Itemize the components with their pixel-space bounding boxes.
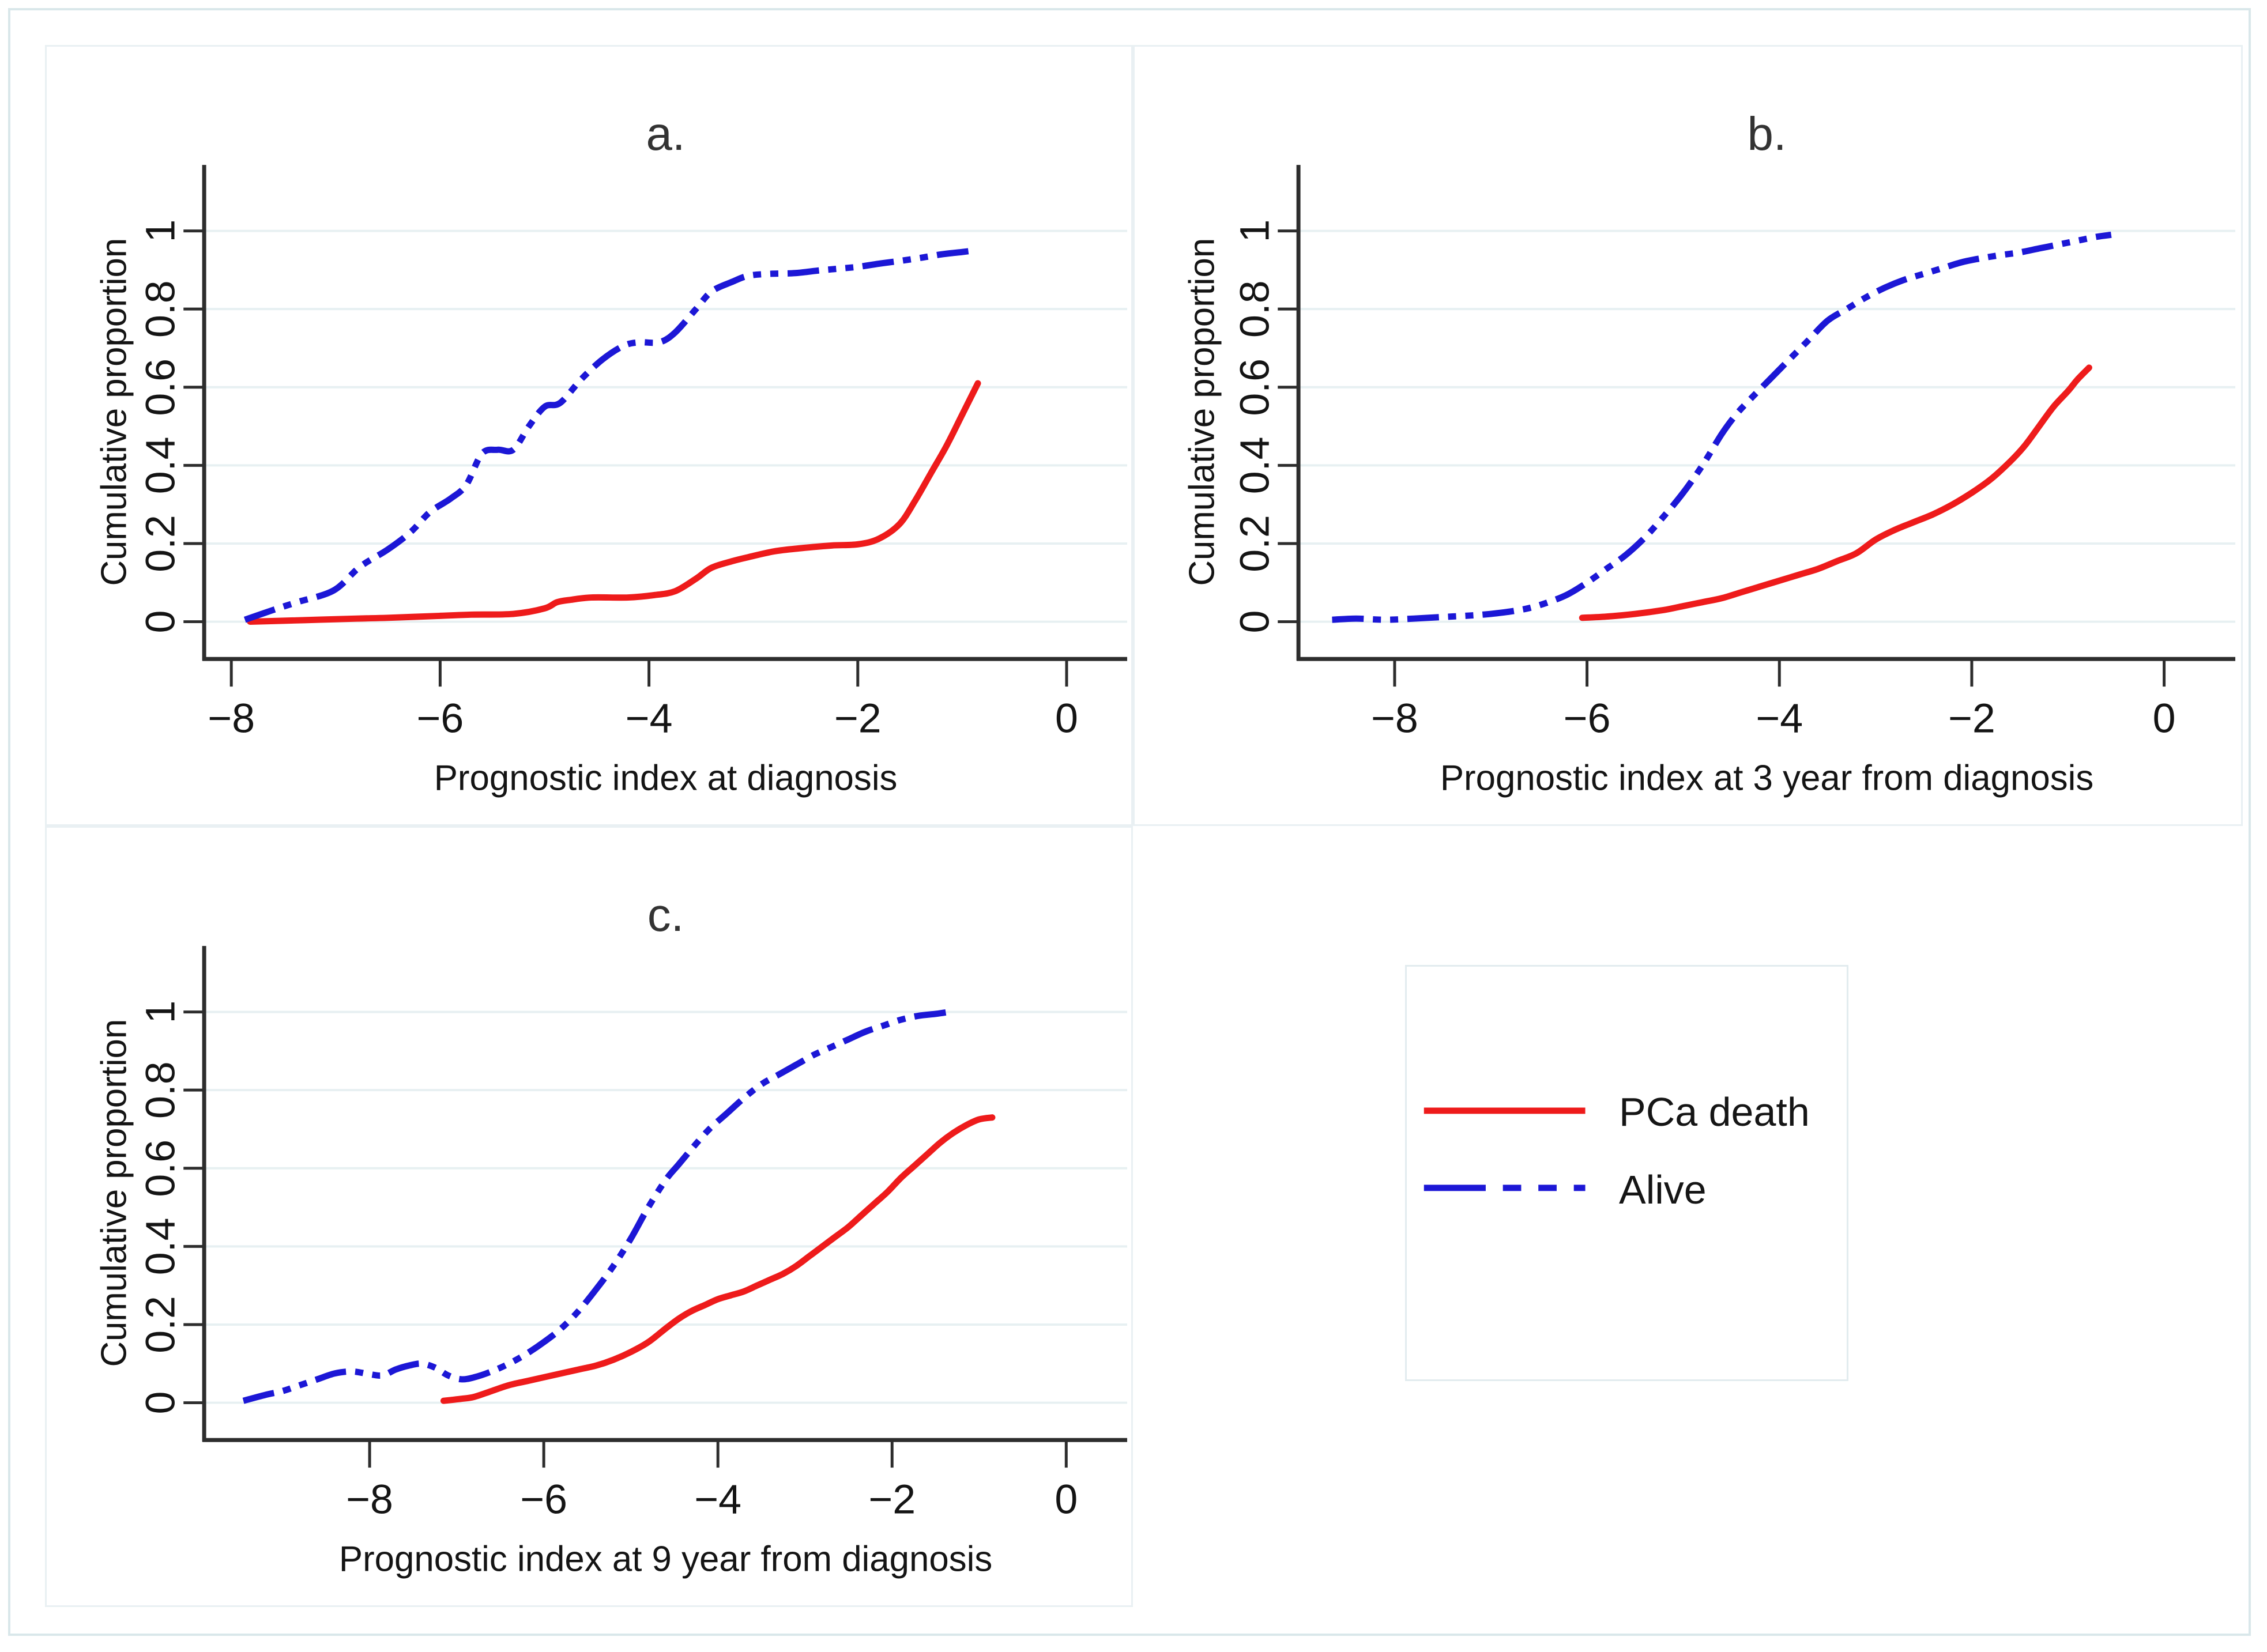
y-tick-label: 0.2 (137, 515, 183, 572)
x-tick-label: 0 (1055, 1477, 1078, 1523)
x-axis-title: Prognostic index at diagnosis (434, 758, 898, 798)
x-tick-label: −8 (346, 1477, 393, 1523)
y-tick-label: 1 (137, 1001, 183, 1024)
panel-b: −8 −6 −4 −2 0 0 0.2 0.4 0.6 0.8 1 Cumulative propor… (1133, 45, 2243, 826)
x-axis-title: Prognostic index at 3 year from diagnosi… (1440, 758, 2093, 798)
y-axis-title: Cumulative proportion (95, 1019, 134, 1367)
y-tick-label: 0.2 (1232, 515, 1278, 572)
panel-c: −8 −6 −4 −2 0 0 0.2 0.4 0.6 0.8 1 Cumulative propor… (45, 826, 1133, 1607)
panel-b-plot: −8 −6 −4 −2 0 0 0.2 0.4 0.6 0.8 1 Cumulative propor… (1183, 108, 2236, 798)
x-tick-label: −6 (520, 1477, 567, 1523)
panel-title: c. (647, 889, 684, 941)
y-tick-label: 0 (137, 610, 183, 633)
y-tick-label: 0.4 (137, 437, 183, 495)
x-tick-label: −6 (1564, 696, 1611, 742)
legend-label-alive: Alive (1619, 1167, 1707, 1212)
legend: PCa death Alive (1405, 965, 1848, 1381)
y-tick-label: 0.6 (137, 359, 183, 416)
y-tick-label: 0.2 (137, 1296, 183, 1353)
x-tick-label: −2 (834, 696, 882, 742)
x-tick-label: 0 (1055, 696, 1078, 742)
y-axis-title: Cumulative proportion (1183, 238, 1222, 586)
x-axis-title: Prognostic index at 9 year from diagnosi… (339, 1539, 992, 1579)
x-tick-label: 0 (2153, 696, 2176, 742)
y-tick-label: 0.4 (137, 1218, 183, 1276)
x-tick-label: −4 (1756, 696, 1803, 742)
y-tick-label: 0.8 (137, 1061, 183, 1119)
x-tick-label: −2 (868, 1477, 916, 1523)
legend-label-pca-death: PCa death (1619, 1089, 1810, 1134)
y-tick-label: 0.6 (1232, 359, 1278, 416)
y-tick-label: 0.4 (1232, 437, 1278, 495)
x-tick-label: −4 (694, 1477, 741, 1523)
y-tick-label: 0.8 (1232, 280, 1278, 338)
x-tick-label: −4 (626, 696, 673, 742)
y-tick-label: 0 (137, 1391, 183, 1415)
alive-curve (242, 1009, 950, 1404)
x-tick-label: −2 (1948, 696, 1995, 742)
y-axis-title: Cumulative proportion (95, 238, 134, 586)
alive-curve (1332, 231, 2112, 623)
y-tick-label: 0.8 (137, 280, 183, 338)
legend-line-samples (1424, 1107, 1586, 1191)
y-tick-label: 0.6 (137, 1140, 183, 1197)
pca-death-curve (1579, 364, 2092, 621)
alive-curve (243, 247, 976, 623)
panel-title: a. (646, 108, 685, 160)
pca-death-curve (440, 1114, 996, 1404)
pca-death-curve (247, 380, 981, 625)
x-tick-label: −6 (416, 696, 464, 742)
panel-a: −8 −6 −4 −2 0 0 0.2 0.4 0.6 0.8 1 Cumulative propor… (45, 45, 1133, 826)
y-tick-label: 0 (1232, 610, 1278, 633)
x-tick-label: −8 (1371, 696, 1418, 742)
y-tick-label: 1 (1232, 220, 1278, 243)
x-tick-label: −8 (208, 696, 255, 742)
y-tick-label: 1 (137, 220, 183, 243)
panel-title: b. (1747, 108, 1786, 160)
